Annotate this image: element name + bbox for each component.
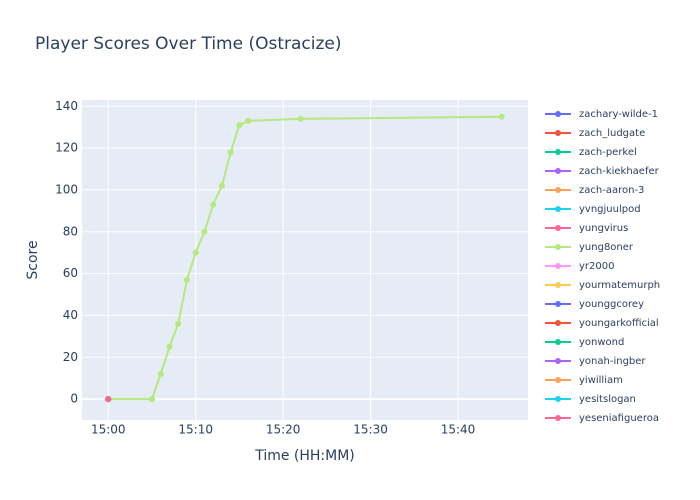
x-axis-title: Time (HH:MM) xyxy=(254,448,355,464)
data-point xyxy=(227,149,234,156)
legend-marker xyxy=(555,149,561,155)
data-point xyxy=(166,343,173,350)
legend-marker xyxy=(555,206,561,212)
legend-marker xyxy=(555,358,561,364)
legend-marker xyxy=(555,244,561,250)
legend-marker xyxy=(555,301,561,307)
lines xyxy=(105,113,505,403)
legend-label: yeseniafigueroa xyxy=(579,413,659,424)
x-tick-label: 15:40 xyxy=(441,423,476,437)
legend-marker xyxy=(555,130,561,136)
legend-marker xyxy=(555,415,561,421)
legend-marker xyxy=(555,111,561,117)
y-tick-label: 0 xyxy=(70,392,78,406)
legend-marker xyxy=(555,339,561,345)
data-point xyxy=(218,182,225,189)
legend-label: yonwond xyxy=(579,337,624,348)
data-point xyxy=(236,122,243,129)
legend-marker xyxy=(555,320,561,326)
legend-label: yourmatemurph xyxy=(579,280,660,291)
legend-marker xyxy=(555,187,561,193)
x-tick-label: 15:20 xyxy=(266,423,301,437)
data-point xyxy=(498,113,505,120)
legend-label: zach-kiekhaefer xyxy=(579,166,660,177)
y-tick-label: 80 xyxy=(63,224,78,238)
legend-marker xyxy=(555,396,561,402)
legend-label: zach_ludgate xyxy=(579,128,645,139)
y-tick-label: 140 xyxy=(55,99,78,113)
legend-label: yonah-ingber xyxy=(579,356,646,367)
y-tick-label: 60 xyxy=(63,266,78,280)
plot-area xyxy=(82,100,528,420)
legend-marker xyxy=(555,282,561,288)
y-tick-label: 40 xyxy=(63,308,78,322)
legend-label: yr2000 xyxy=(579,261,614,272)
data-point xyxy=(201,228,208,235)
data-point xyxy=(183,276,190,283)
legend-label: yungvirus xyxy=(579,223,628,234)
y-tick-label: 120 xyxy=(55,141,78,155)
legend-label: yung8oner xyxy=(579,242,634,253)
legend-label: yesitslogan xyxy=(579,394,636,405)
data-point xyxy=(175,320,182,327)
chart-title: Player Scores Over Time (Ostracize) xyxy=(35,34,342,54)
x-tick-label: 15:10 xyxy=(178,423,213,437)
grid xyxy=(82,100,528,420)
x-tick-label: 15:00 xyxy=(91,423,126,437)
x-tick-label: 15:30 xyxy=(353,423,388,437)
legend: zachary-wilde-1 zach_ludgate zach-perkel za… xyxy=(545,109,660,424)
legend-marker xyxy=(555,225,561,231)
y-axis-title: Score xyxy=(25,240,41,279)
legend-marker xyxy=(555,263,561,269)
data-point xyxy=(105,396,112,403)
data-point xyxy=(192,249,199,256)
legend-label: youngarkofficial xyxy=(579,318,659,329)
legend-label: younggcorey xyxy=(579,299,644,310)
legend-label: zach-aaron-3 xyxy=(579,185,644,196)
data-point xyxy=(297,115,304,122)
data-point xyxy=(157,370,164,377)
legend-label: zach-perkel xyxy=(579,147,637,158)
legend-label: zachary-wilde-1 xyxy=(579,109,658,120)
legend-marker xyxy=(555,168,561,174)
legend-label: yvngjuulpod xyxy=(579,204,641,215)
legend-label: yiwilliam xyxy=(579,375,623,386)
legend-marker xyxy=(555,377,561,383)
data-point xyxy=(210,201,217,208)
data-point xyxy=(148,396,155,403)
data-point xyxy=(245,117,252,124)
y-tick-label: 100 xyxy=(55,182,78,196)
y-tick-label: 20 xyxy=(63,350,78,364)
